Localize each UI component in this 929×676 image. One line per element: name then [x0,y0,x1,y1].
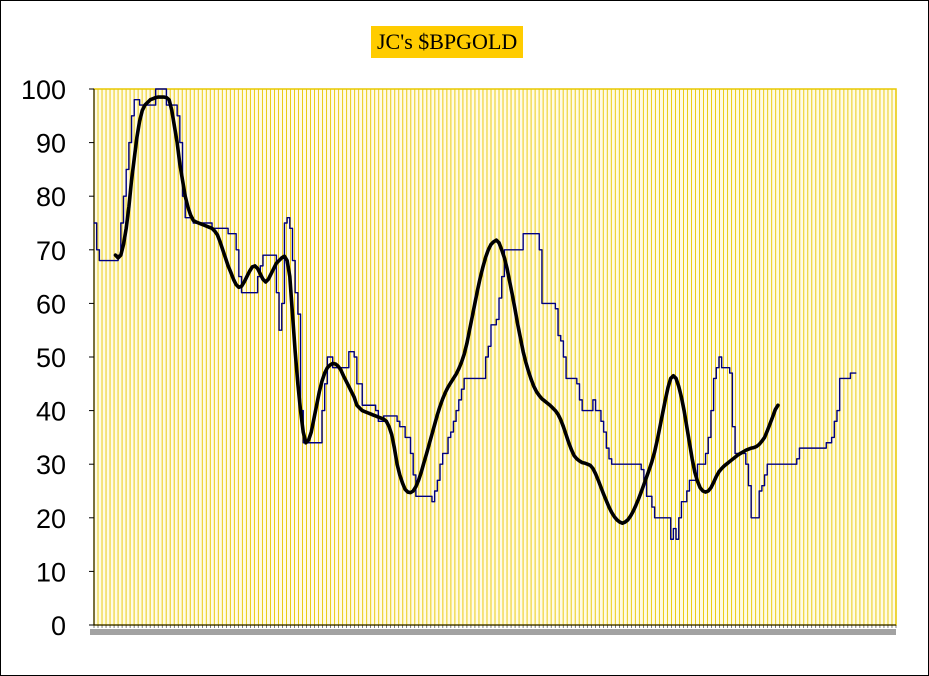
y-tick-label: 100 [21,75,66,105]
vertical-gridlines [93,89,897,625]
y-tick-label: 40 [36,397,66,427]
gridlines [93,89,897,625]
y-tick-label: 30 [36,450,66,480]
y-tick-label: 10 [36,557,66,587]
y-axis: 0 10 20 30 40 50 60 70 80 90 100 [21,75,95,641]
y-tick-label: 80 [36,182,66,212]
y-tick-label: 70 [36,236,66,266]
y-tick-label: 0 [51,611,66,641]
y-tick-label: 20 [36,504,66,534]
x-axis [90,624,897,635]
y-tick-label: 90 [36,129,66,159]
y-tick-label: 50 [36,343,66,373]
y-tick-label: 60 [36,289,66,319]
series-layer [93,88,857,540]
x-tick-labels-illegible [90,629,896,635]
series-line-smoothed [113,95,780,525]
chart-title: JC's $BPGOLD [371,26,524,58]
x-ticks [93,625,897,628]
series-line-raw [93,88,857,540]
